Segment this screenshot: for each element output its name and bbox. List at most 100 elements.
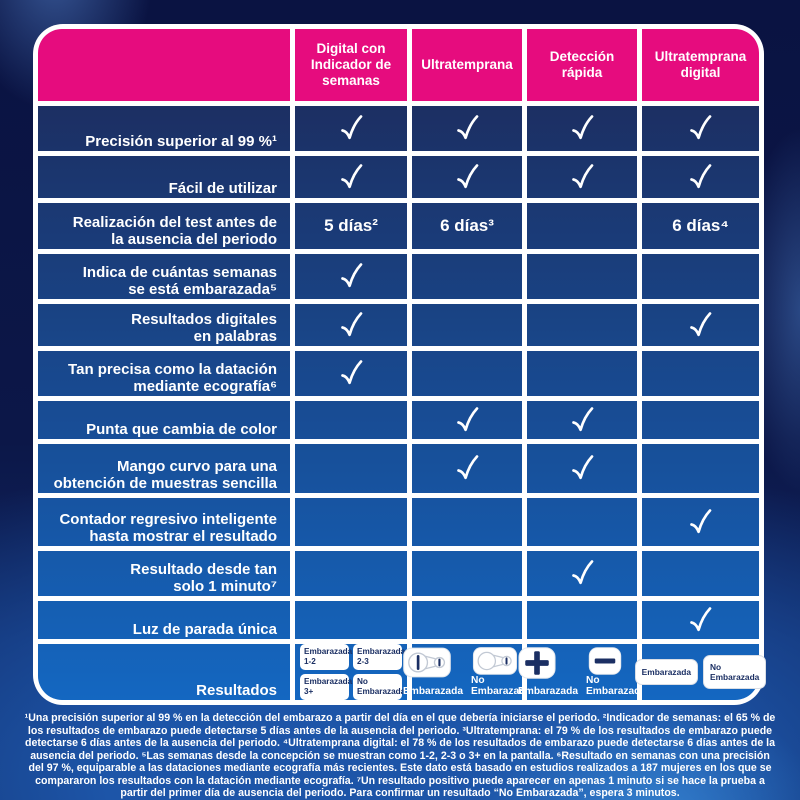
result-item: Embarazada [403, 647, 463, 697]
check-icon [571, 115, 593, 140]
ultra-early-results: Embarazada No Embarazada [403, 647, 531, 697]
feature-value-cell [295, 106, 407, 151]
feature-value-cell [527, 351, 637, 396]
result-item: Embarazada [518, 647, 578, 697]
feature-value-cell [527, 401, 637, 439]
feature-value-cell: 6 días⁴ [642, 203, 759, 249]
not-pregnant-test-window-icon [472, 647, 518, 675]
minus-result-icon [588, 647, 622, 675]
feature-value-cell [527, 601, 637, 639]
ultra-digital-results: Embarazada No Embarazada [634, 655, 767, 689]
feature-value-cell [412, 304, 522, 346]
feature-row-label: Indica de cuántas semanas se está embaraz… [38, 254, 290, 299]
feature-value-cell [412, 106, 522, 151]
check-icon [340, 360, 362, 385]
feature-row-label: Luz de parada única [38, 601, 290, 639]
check-icon [690, 115, 712, 140]
feature-row-label: Mango curvo para una obtención de muestra… [38, 444, 290, 493]
result-label: Embarazada [402, 685, 463, 697]
feature-row-label: Tan precisa como la datación mediante eco… [38, 351, 290, 396]
feature-value-cell [295, 551, 407, 596]
feature-value-cell [295, 498, 407, 546]
results-week-indicator-cell: Embarazada 1-2 Embarazada 2-3 Embarazada 3+ No… [295, 644, 407, 700]
feature-row-label: Punta que cambia de color [38, 401, 290, 439]
check-icon [571, 406, 593, 431]
days-value: 6 días⁴ [672, 216, 729, 235]
result-box: Embarazada 3+ [300, 674, 352, 700]
rapid-detection-results: Embarazada No Embarazada [518, 647, 646, 697]
feature-value-cell [412, 351, 522, 396]
feature-value-cell [412, 401, 522, 439]
feature-row-label: Resultados digitales en palabras [38, 304, 290, 346]
feature-value-cell [527, 444, 637, 493]
column-header: Detección rápida [527, 29, 637, 101]
feature-value-cell [527, 551, 637, 596]
check-icon [571, 455, 593, 480]
column-header: Ultratemprana digital [642, 29, 759, 101]
result-label: Embarazada [517, 685, 578, 697]
feature-value-cell [412, 601, 522, 639]
feature-value-cell [642, 601, 759, 639]
feature-value-cell [642, 254, 759, 299]
check-icon [690, 163, 712, 188]
check-icon [456, 163, 478, 188]
feature-value-cell [412, 551, 522, 596]
footnotes: ¹Una precisión superior al 99 % en la de… [24, 712, 776, 799]
days-value: 6 días³ [440, 216, 494, 235]
result-box: Embarazada 2-3 [353, 644, 405, 670]
feature-row-label: Realización del test antes de la ausencia… [38, 203, 290, 249]
check-icon [340, 163, 362, 188]
check-icon [456, 406, 478, 431]
result-item: No Embarazada [586, 647, 646, 697]
feature-value-cell [412, 498, 522, 546]
feature-row-label: Resultado desde tan solo 1 minuto⁷ [38, 551, 290, 596]
feature-value-cell [295, 254, 407, 299]
feature-value-cell [412, 444, 522, 493]
plus-result-icon [518, 647, 556, 679]
feature-value-cell [527, 106, 637, 151]
feature-value-cell: 6 días³ [412, 203, 522, 249]
feature-value-cell [642, 106, 759, 151]
feature-value-cell [527, 254, 637, 299]
result-box: Embarazada 1-2 [300, 644, 352, 670]
check-icon [690, 508, 712, 533]
feature-value-cell [642, 444, 759, 493]
week-indicator-boxes: Embarazada 1-2 Embarazada 2-3 Embarazada 3+ No… [300, 644, 405, 700]
results-ultra-early-cell: Embarazada No Embarazada [403, 644, 531, 700]
pregnant-test-window-icon [403, 647, 451, 678]
feature-value-cell [527, 156, 637, 198]
results-rapid-detection-cell: Embarazada No Embarazada [518, 644, 646, 700]
feature-value-cell [295, 401, 407, 439]
feature-value-cell [527, 304, 637, 346]
feature-value-cell [642, 351, 759, 396]
column-header: Digital con Indicador de semanas [295, 29, 407, 101]
check-icon [340, 311, 362, 336]
feature-value-cell [412, 156, 522, 198]
check-icon [690, 606, 712, 631]
table-corner-spacer [38, 29, 290, 101]
feature-value-cell [295, 444, 407, 493]
feature-value-cell [642, 304, 759, 346]
result-box: Embarazada [634, 659, 698, 685]
feature-row-label: Contador regresivo inteligente hasta most… [38, 498, 290, 546]
feature-value-cell [295, 351, 407, 396]
check-icon [456, 455, 478, 480]
feature-value-cell [642, 156, 759, 198]
result-item: No Embarazada [471, 647, 531, 697]
results-row-label: Resultados [38, 644, 290, 700]
feature-value-cell [295, 304, 407, 346]
feature-value-cell [412, 254, 522, 299]
feature-value-cell [527, 498, 637, 546]
check-icon [690, 311, 712, 336]
result-box: No Embarazada [353, 674, 405, 700]
comparison-grid: Digital con Indicador de semanas Ultratempr… [38, 29, 767, 700]
results-ultra-digital-cell: Embarazada No Embarazada [634, 644, 767, 700]
check-icon [340, 263, 362, 288]
check-icon [456, 115, 478, 140]
feature-value-cell [295, 601, 407, 639]
check-icon [340, 115, 362, 140]
result-label: No Embarazada [586, 674, 647, 697]
feature-row-label: Fácil de utilizar [38, 156, 290, 198]
feature-row-label: Precisión superior al 99 %¹ [38, 106, 290, 151]
